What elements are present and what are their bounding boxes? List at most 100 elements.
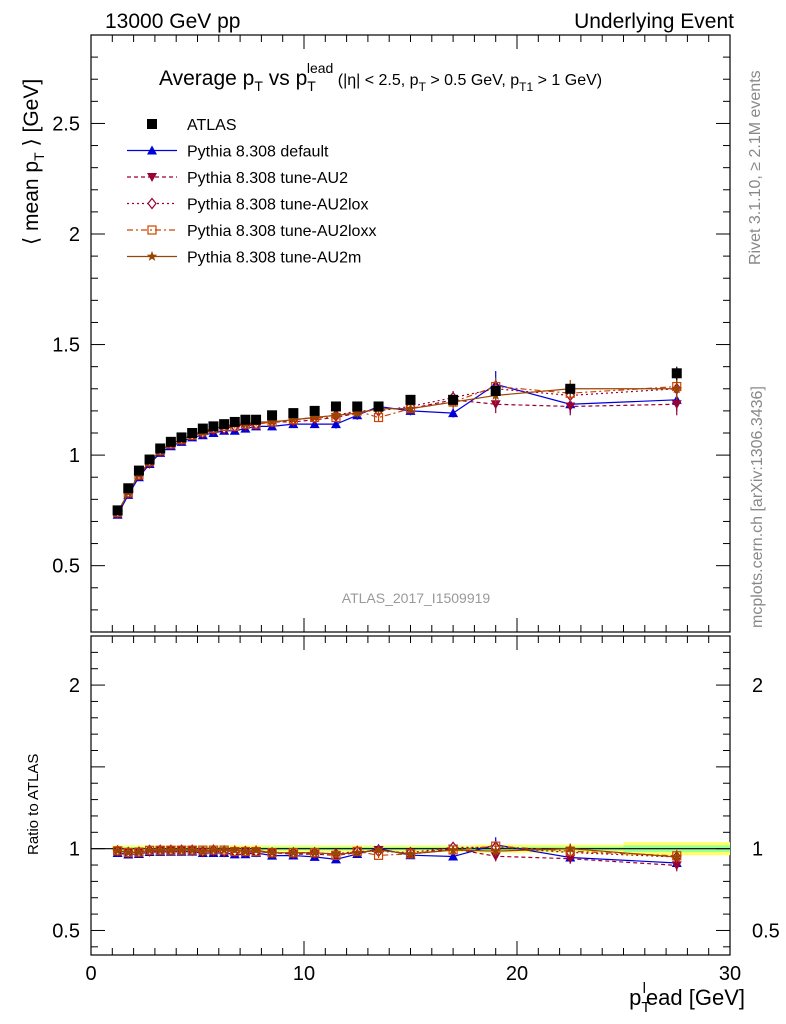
data-point-au2 xyxy=(671,400,682,410)
series-au2loxx xyxy=(113,375,682,518)
data-point-au2m xyxy=(405,403,416,414)
ratio-point-au2m xyxy=(197,846,209,856)
xlabel-main: p xyxy=(629,985,641,1010)
ratio-point-au2m xyxy=(165,844,177,855)
legend-item-au2loxx: Pythia 8.308 tune-AU2loxx xyxy=(127,223,376,240)
legend-label: Pythia 8.308 tune-AU2m xyxy=(187,250,361,267)
data-point-default xyxy=(448,408,459,418)
data-point-atlas xyxy=(565,383,576,394)
ratio-point-au2m xyxy=(352,847,363,858)
ratio-point-au2m xyxy=(229,844,240,855)
y-tick-label: 2.5 xyxy=(52,113,80,135)
main-ylabel-right: ⟩ [GeV] xyxy=(20,79,43,153)
title-cuts-a-sub: T xyxy=(419,80,427,94)
data-point-atlas xyxy=(352,401,363,412)
series-au2m xyxy=(112,377,682,517)
ratio-point-au2m xyxy=(405,848,416,859)
data-point-atlas xyxy=(267,410,278,421)
analysis-id: ATLAS_2017_I1509919 xyxy=(342,590,491,606)
ratio-point-au2m xyxy=(266,847,278,858)
ratio-y-tick-label-right: 0.5 xyxy=(752,920,780,942)
ratio-point-au2m xyxy=(123,847,134,857)
legend-item-default: Pythia 8.308 default xyxy=(127,144,329,161)
y-tick-label: 1.5 xyxy=(52,335,80,357)
xlabel-rest: ead [GeV] xyxy=(646,985,745,1010)
ratio-point-au2m xyxy=(330,848,342,859)
legend-label: Pythia 8.308 tune-AU2 xyxy=(187,170,348,187)
main-ylabel-left: ⟨ mean p xyxy=(20,161,43,245)
plot-title: Average pT vs pTlead (|η| < 2.5, pT > 0.… xyxy=(159,60,602,94)
legend-item-au2m: Pythia 8.308 tune-AU2m xyxy=(127,250,361,267)
data-point-default xyxy=(330,419,341,429)
data-point-au2 xyxy=(565,402,576,412)
data-point-atlas xyxy=(373,401,384,412)
ratio-point-au2m xyxy=(250,844,262,855)
data-point-atlas xyxy=(330,401,341,412)
legend-marker xyxy=(146,251,158,261)
ratio-series-layer xyxy=(112,837,682,872)
ratio-y-axis-label: Ratio to ATLAS xyxy=(25,754,42,855)
data-point-atlas xyxy=(187,428,198,438)
xlabel-sup: l xyxy=(643,980,646,997)
legend-label: Pythia 8.308 default xyxy=(187,144,329,161)
data-point-atlas xyxy=(144,454,155,465)
legend-item-au2lox: Pythia 8.308 tune-AU2lox xyxy=(127,197,368,214)
legend-label: Pythia 8.308 tune-AU2loxx xyxy=(187,223,376,240)
legend-marker xyxy=(147,145,157,155)
title-cuts-c: > 1 GeV) xyxy=(533,72,602,89)
data-point-atlas xyxy=(133,465,144,476)
x-tick-label: 20 xyxy=(506,963,528,985)
legend-marker xyxy=(147,197,157,210)
title-vs: vs p xyxy=(263,67,307,90)
main-ylabel-sub: T xyxy=(31,152,47,161)
ratio-y-tick-label-left: 0.5 xyxy=(52,920,80,942)
energy-label: 13000 GeV pp xyxy=(105,10,240,33)
ratio-point-au2m xyxy=(288,847,299,858)
ratio-point-au2m xyxy=(373,844,384,855)
data-point-atlas xyxy=(208,421,219,432)
ratio-point-au2m xyxy=(565,843,576,854)
data-point-au2loxx xyxy=(373,412,384,423)
title-main-sub: T xyxy=(254,78,263,94)
data-point-atlas xyxy=(240,414,251,425)
data-point-au2m xyxy=(330,409,342,420)
ratio-y-tick-label-left: 1 xyxy=(69,839,80,861)
data-point-atlas xyxy=(123,483,134,494)
legend-label: ATLAS xyxy=(187,117,237,134)
axis-ticks: 0 10 20 30 0.5 1 1.5 2 2.5 0.5 0.5 1 1 2 2 xyxy=(52,35,780,985)
ratio-point-au2m xyxy=(155,844,166,855)
ratio-point-au2m xyxy=(144,844,155,855)
main-series-layer xyxy=(112,366,682,519)
mcplots-label: mcplots.cern.ch [arXiv:1306.3436] xyxy=(749,386,766,628)
process-label: Underlying Event xyxy=(574,10,734,33)
data-point-atlas xyxy=(490,385,501,396)
ratio-point-au2m xyxy=(208,844,219,855)
ratio-y-tick-label-left: 2 xyxy=(69,675,80,697)
series-line-au2 xyxy=(117,399,677,513)
x-tick-label: 30 xyxy=(719,963,741,985)
data-point-au2m xyxy=(266,416,278,427)
data-point-atlas xyxy=(176,432,187,443)
legend-item-data: ATLAS xyxy=(147,117,237,134)
data-point-atlas xyxy=(288,408,299,419)
data-point-atlas xyxy=(671,368,682,379)
x-tick-label: 0 xyxy=(85,963,96,985)
series-au2 xyxy=(112,393,682,518)
data-point-au2m xyxy=(352,407,363,418)
title-main: Average p xyxy=(159,67,254,90)
ratio-point-au2m xyxy=(186,844,198,855)
data-point-au2m xyxy=(288,414,299,425)
ratio-y-tick-label-right: 2 xyxy=(752,675,763,697)
ratio-point-au2m xyxy=(671,851,682,862)
legend-marker xyxy=(147,119,157,129)
y-tick-label: 2 xyxy=(69,224,80,246)
ratio-point-au2m xyxy=(112,845,123,856)
legend-label: Pythia 8.308 tune-AU2lox xyxy=(187,197,368,214)
data-point-au2m xyxy=(671,383,682,394)
ratio-point-au2m xyxy=(176,844,187,855)
series-data xyxy=(112,366,682,516)
x-axis-label: pTlead [GeV] xyxy=(629,980,745,1016)
ratio-point-au2m xyxy=(447,844,459,855)
legend: ATLAS Pythia 8.308 default Pythia 8.308 tu… xyxy=(127,117,376,267)
